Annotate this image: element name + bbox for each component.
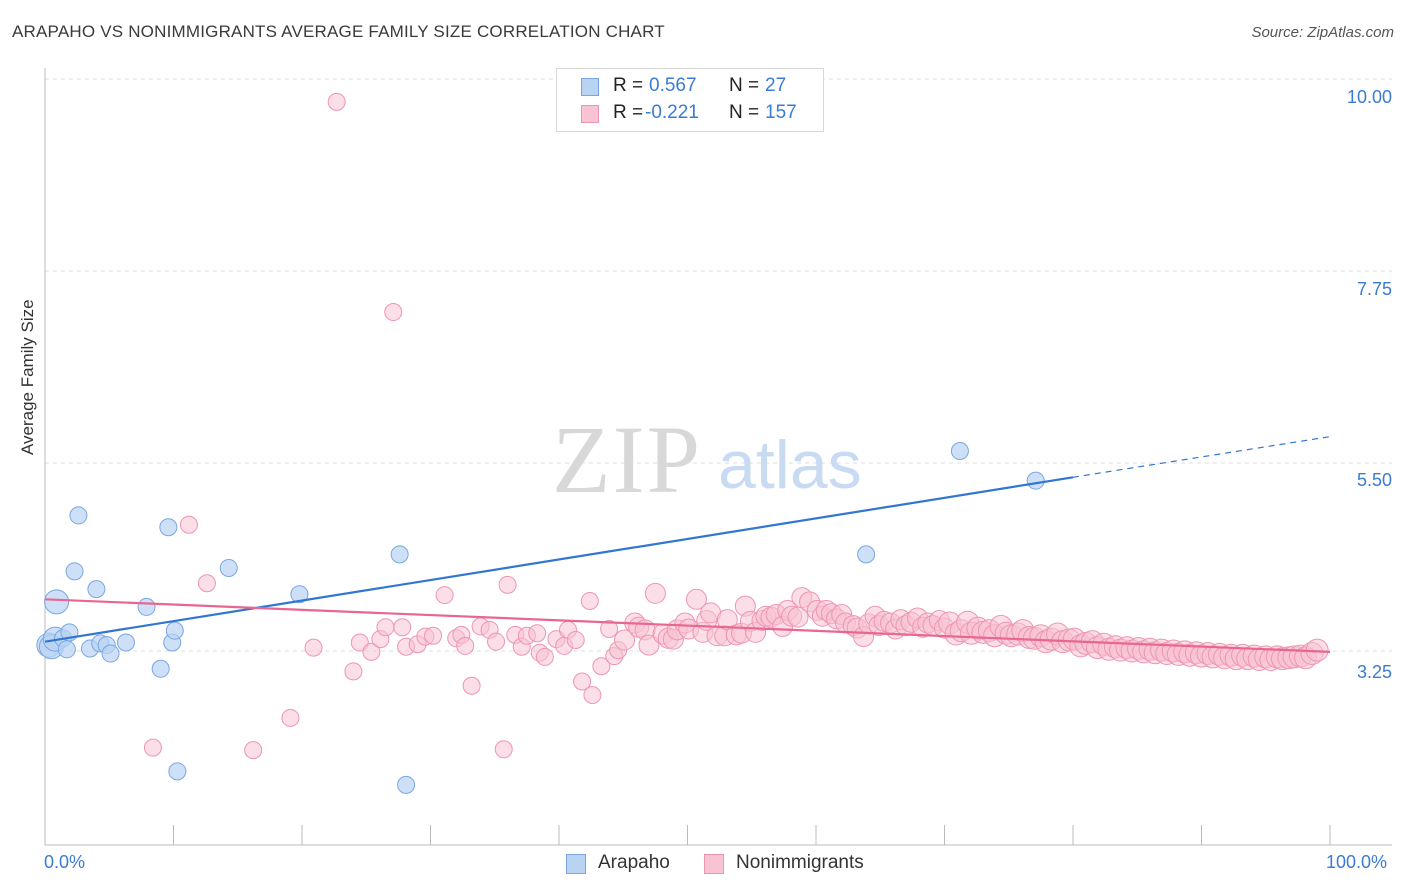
- arapaho-point: [116, 633, 135, 652]
- nonimmigrants-point: [600, 619, 619, 638]
- arapaho-point: [65, 562, 84, 581]
- nonimmigrants-trend-line: [44, 598, 1331, 653]
- arapaho-point: [857, 545, 876, 564]
- nonimmigrants-point: [580, 592, 599, 611]
- nonimmigrants-point: [384, 303, 403, 322]
- legend-n-label: N =: [729, 102, 760, 123]
- y-tick-labels: 3.25 5.50 7.75 10.00: [1347, 87, 1392, 682]
- nonimmigrants-point: [592, 657, 611, 676]
- nonimmigrants-point: [456, 636, 475, 655]
- nonimmigrants-point: [281, 708, 300, 727]
- y-tick-label: 10.00: [1347, 87, 1392, 107]
- nonimmigrants-point: [583, 686, 602, 705]
- nonimmigrants-point: [376, 618, 395, 637]
- axis-layer: [44, 68, 1392, 846]
- bottom-legend-label-nonimmigrants: Nonimmigrants: [736, 852, 864, 873]
- nonimmigrants-point: [566, 630, 585, 649]
- nonimmigrants-point: [644, 582, 666, 604]
- nonimmigrants-point: [498, 575, 517, 594]
- arapaho-point: [87, 580, 106, 599]
- legend-r-value: 0.567: [649, 75, 697, 96]
- grid-layer: [45, 78, 1392, 652]
- nonimmigrants-point: [344, 662, 363, 681]
- nonimmigrants-point: [487, 632, 506, 651]
- arapaho-point: [165, 621, 184, 640]
- nonimmigrants-points: [143, 92, 1329, 760]
- y-tick-label: 5.50: [1357, 470, 1392, 490]
- arapaho-point: [69, 506, 88, 525]
- x-tick-label-max: 100.0%: [1326, 852, 1388, 872]
- nonimmigrants-point: [614, 629, 636, 651]
- arapaho-point: [950, 442, 969, 461]
- nonimmigrants-point: [424, 626, 443, 645]
- nonimmigrants-point: [244, 741, 263, 760]
- nonimmigrants-point: [573, 672, 592, 691]
- y-tick-label: 3.25: [1357, 662, 1392, 682]
- arapaho-point: [390, 545, 409, 564]
- arapaho-trend-line: [44, 476, 1074, 643]
- nonimmigrants-point: [638, 634, 660, 656]
- legend-n-value: 157: [765, 102, 797, 123]
- y-axis-label: Average Family Size: [18, 299, 37, 455]
- legend-box: R = 0.567 N = 27 R = -0.221 N = 157: [556, 68, 824, 132]
- nonimmigrants-point: [362, 642, 381, 661]
- arapaho-point: [137, 597, 156, 616]
- watermark-atlas: atlas: [718, 427, 862, 503]
- nonimmigrants-point: [143, 738, 162, 757]
- nonimmigrants-point: [197, 574, 216, 593]
- arapaho-point: [101, 644, 120, 663]
- arapaho-point: [397, 775, 416, 794]
- nonimmigrants-point: [494, 740, 513, 759]
- arapaho-point: [159, 518, 178, 537]
- arapaho-point: [1026, 471, 1045, 490]
- chart-title: ARAPAHO VS NONIMMIGRANTS AVERAGE FAMILY …: [12, 22, 665, 41]
- nonimmigrants-point: [179, 515, 198, 534]
- legend-swatch-nonimmigrants: [581, 105, 599, 123]
- arapaho-point: [290, 585, 309, 604]
- x-tick-label-min: 0.0%: [44, 852, 86, 872]
- nonimmigrants-point: [304, 638, 323, 657]
- arapaho-point: [219, 558, 238, 577]
- nonimmigrants-point: [393, 618, 412, 637]
- nonimmigrants-point: [528, 624, 547, 643]
- trend-lines: [44, 436, 1331, 653]
- source-label: Source: ZipAtlas.com: [1251, 24, 1394, 41]
- nonimmigrants-point: [462, 676, 481, 695]
- watermark-zip: ZIP: [552, 406, 702, 513]
- legend-r-value: -0.221: [645, 102, 699, 123]
- arapaho-point: [44, 589, 70, 615]
- legend-swatch-arapaho: [581, 78, 599, 96]
- watermark: ZIP atlas: [552, 406, 862, 513]
- arapaho-point: [57, 640, 76, 659]
- arapaho-point: [168, 762, 187, 781]
- nonimmigrants-point: [435, 586, 454, 605]
- legend-r-label: R =: [613, 102, 644, 123]
- legend-r-label: R =: [613, 75, 644, 96]
- legend-n-label: N =: [729, 75, 760, 96]
- arapaho-points: [36, 442, 1045, 794]
- bottom-legend-swatch-nonimmigrants: [704, 854, 724, 874]
- nonimmigrants-point: [535, 647, 554, 666]
- arapaho-point: [151, 659, 170, 678]
- bottom-legend-swatch-arapaho: [566, 854, 586, 874]
- nonimmigrants-point: [685, 588, 707, 610]
- arapaho-trend-extension: [1072, 436, 1331, 478]
- bottom-legend-label-arapaho: Arapaho: [598, 852, 670, 873]
- nonimmigrants-point: [327, 92, 346, 111]
- y-tick-label: 7.75: [1357, 279, 1392, 299]
- legend-n-value: 27: [765, 75, 787, 96]
